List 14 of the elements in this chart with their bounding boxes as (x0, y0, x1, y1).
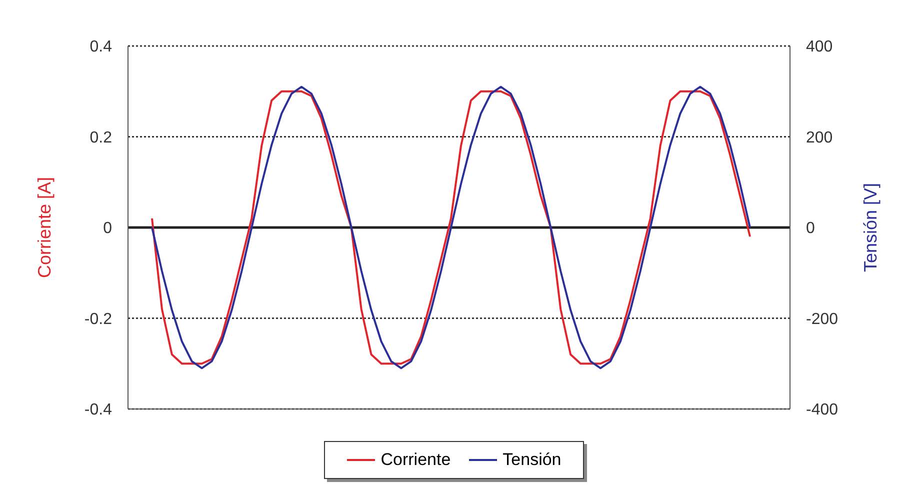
y2-tick-label: 400 (806, 38, 833, 56)
y2-tick-label: -200 (806, 310, 838, 328)
y-axis-title: Corriente [A] (34, 176, 54, 278)
y2-axis-title: Tensión [V] (860, 182, 880, 272)
y-tick-label: 0 (103, 220, 112, 238)
y-tick-label: 0.4 (90, 38, 112, 56)
y-tick-label: -0.2 (84, 310, 112, 328)
legend-label: Corriente (380, 450, 451, 470)
legend-label: Tensión (502, 450, 562, 470)
y2-tick-label: -400 (806, 402, 838, 419)
y-tick-label: 0.2 (90, 129, 112, 146)
y2-tick-label: 0 (806, 220, 815, 238)
y2-tick-label: 200 (806, 129, 833, 146)
y-tick-label: -0.4 (84, 402, 112, 419)
